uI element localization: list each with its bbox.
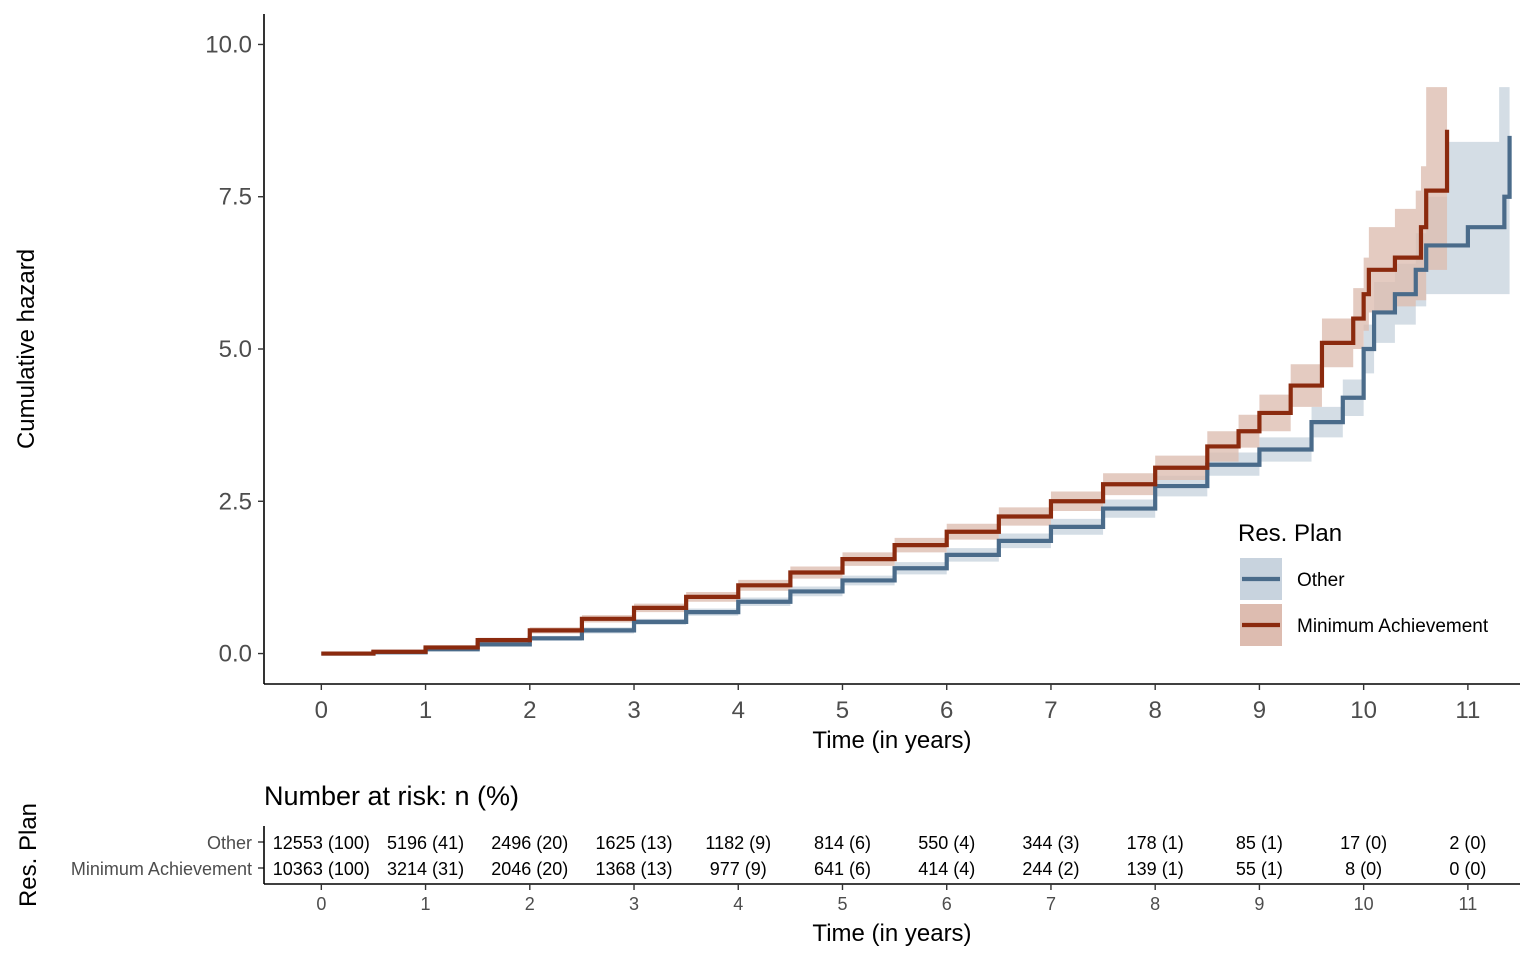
legend-entry-label: Other <box>1297 570 1345 591</box>
risk-table-cells: 12553 (100) 5196 (41) 2496 (20) 1625 (13) 11… <box>273 833 1487 879</box>
risk-cell: 10363 (100) <box>273 859 370 879</box>
risk-cell: 814 (6) <box>814 833 871 853</box>
legend-entry-label: Minimum Achievement <box>1297 616 1489 637</box>
risk-cell: 8 (0) <box>1345 859 1382 879</box>
risk-x-tick-label: 7 <box>1046 894 1056 914</box>
x-tick-label: 4 <box>732 697 745 724</box>
x-tick-label: 9 <box>1253 697 1266 724</box>
risk-cell: 414 (4) <box>918 859 975 879</box>
risk-x-tick-label: 1 <box>421 894 431 914</box>
risk-cell: 1368 (13) <box>595 859 672 879</box>
hazard-line-0 <box>321 135 1512 656</box>
risk-x-tick-label: 8 <box>1150 894 1160 914</box>
risk-cell: 244 (2) <box>1022 859 1079 879</box>
risk-table-row-labels: Other Minimum Achievement <box>71 833 264 879</box>
risk-cell: 2496 (20) <box>491 833 568 853</box>
risk-x-tick-label: 5 <box>837 894 847 914</box>
legend: Res. Plan Other Minimum Achievement <box>1238 520 1489 646</box>
risk-table-x-ticks: 0 1 2 3 4 5 6 7 8 9 10 11 <box>316 884 1477 914</box>
risk-cell: 17 (0) <box>1340 833 1387 853</box>
x-tick-label: 2 <box>523 697 536 724</box>
risk-x-tick-label: 9 <box>1254 894 1264 914</box>
hazard-lines <box>321 129 1512 656</box>
main-plot: 0.0 2.5 5.0 7.5 10.0 0 1 2 3 4 5 6 7 8 9 10 11 Cumulati… <box>13 14 1520 754</box>
y-tick-label: 0.0 <box>219 641 252 668</box>
risk-cell: 344 (3) <box>1022 833 1079 853</box>
risk-table-title: Number at risk: n (%) <box>264 781 519 811</box>
risk-cell: 139 (1) <box>1127 859 1184 879</box>
risk-table: Number at risk: n (%) Res. Plan Other Min… <box>15 781 1520 947</box>
legend-title: Res. Plan <box>1238 520 1342 547</box>
x-tick-label: 6 <box>940 697 953 724</box>
x-tick-label: 0 <box>315 697 328 724</box>
risk-cell: 0 (0) <box>1449 859 1486 879</box>
risk-x-tick-label: 4 <box>733 894 743 914</box>
risk-cell: 1625 (13) <box>595 833 672 853</box>
risk-table-y-title: Res. Plan <box>15 803 42 907</box>
risk-cell: 641 (6) <box>814 859 871 879</box>
y-tick-label: 10.0 <box>205 31 252 58</box>
risk-row-label: Minimum Achievement <box>71 859 252 879</box>
hazard-line-1 <box>321 129 1450 656</box>
risk-x-tick-label: 2 <box>525 894 535 914</box>
risk-x-tick-label: 10 <box>1354 894 1374 914</box>
risk-cell: 1182 (9) <box>705 833 771 853</box>
risk-cell: 2 (0) <box>1449 833 1486 853</box>
risk-row-label: Other <box>207 833 252 853</box>
risk-cell: 5196 (41) <box>387 833 464 853</box>
risk-x-tick-label: 6 <box>942 894 952 914</box>
risk-cell: 178 (1) <box>1127 833 1184 853</box>
x-tick-label: 8 <box>1149 697 1162 724</box>
risk-cell: 85 (1) <box>1236 833 1283 853</box>
x-tick-label: 1 <box>419 697 432 724</box>
x-tick-label: 5 <box>836 697 849 724</box>
x-tick-label: 10 <box>1350 697 1377 724</box>
y-tick-label: 7.5 <box>219 184 252 211</box>
y-tick-label: 2.5 <box>219 488 252 515</box>
x-tick-label: 7 <box>1044 697 1057 724</box>
risk-cell: 550 (4) <box>918 833 975 853</box>
risk-x-tick-label: 3 <box>629 894 639 914</box>
risk-table-x-title: Time (in years) <box>812 920 971 947</box>
y-axis-ticks: 0.0 2.5 5.0 7.5 10.0 <box>205 31 264 668</box>
risk-cell: 3214 (31) <box>387 859 464 879</box>
x-tick-label: 3 <box>627 697 640 724</box>
risk-x-tick-label: 11 <box>1459 894 1478 914</box>
y-axis-title: Cumulative hazard <box>13 249 40 449</box>
x-axis-ticks: 0 1 2 3 4 5 6 7 8 9 10 11 <box>315 684 1480 724</box>
y-tick-label: 5.0 <box>219 336 252 363</box>
risk-x-tick-label: 0 <box>316 894 326 914</box>
risk-cell: 55 (1) <box>1236 859 1283 879</box>
x-tick-label: 11 <box>1455 697 1480 724</box>
risk-cell: 977 (9) <box>710 859 767 879</box>
risk-cell: 12553 (100) <box>273 833 370 853</box>
risk-cell: 2046 (20) <box>491 859 568 879</box>
legend-entries: Other Minimum Achievement <box>1240 558 1489 646</box>
x-axis-title: Time (in years) <box>812 727 971 754</box>
